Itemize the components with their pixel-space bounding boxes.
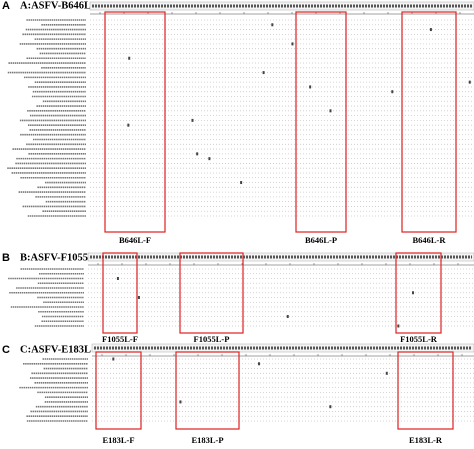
variant — [429, 28, 432, 32]
panel-letter: C — [2, 344, 10, 356]
variant — [112, 357, 115, 361]
panel-title: C:ASFV-E183L — [20, 344, 91, 355]
panel-title: A:ASFV-B646L — [20, 0, 91, 11]
variant — [116, 277, 119, 280]
variant — [291, 42, 294, 46]
alignment-panel: B B:ASFV-F1055L F1055L-F F1055L-P F1055L-R — [2, 252, 474, 344]
primer-label: B646L-P — [305, 235, 337, 245]
primer-box — [104, 11, 166, 233]
panel-letter: B — [2, 252, 10, 264]
variant — [258, 362, 261, 366]
variant — [128, 56, 131, 60]
variant — [385, 371, 388, 375]
variant — [191, 118, 194, 122]
alignment-panel: C C:ASFV-E183L E183L-F E183L-P E183L-R — [2, 343, 474, 445]
variant — [137, 296, 140, 299]
panel-title: B:ASFV-F1055L — [20, 252, 95, 263]
variant — [397, 324, 400, 328]
variant — [240, 181, 243, 185]
primer-box — [295, 11, 347, 233]
variant — [309, 85, 312, 89]
primer-label: F1055L-R — [400, 334, 438, 344]
primer-label: F1055L-F — [102, 334, 138, 344]
primer-label: E183L-P — [191, 435, 223, 445]
primer-box — [102, 252, 138, 334]
variant — [329, 109, 332, 113]
variant — [262, 71, 265, 75]
primer-box — [401, 11, 457, 233]
primer-box — [175, 351, 240, 430]
variant — [179, 400, 182, 404]
variant — [468, 80, 471, 84]
variant — [329, 405, 332, 409]
variant — [208, 157, 211, 161]
variant — [196, 152, 199, 156]
panel-letter: A — [2, 0, 10, 12]
primer-label: B646L-F — [119, 235, 151, 245]
variant — [411, 291, 414, 295]
primer-label: E183L-F — [102, 435, 134, 445]
primer-box — [395, 252, 442, 334]
variant — [391, 90, 394, 94]
variant — [127, 123, 130, 127]
primer-box — [179, 252, 244, 334]
alignment-panel: A A:ASFV-B646L B646L-F B646L-P B646L-R — [2, 0, 474, 245]
primer-box — [397, 351, 454, 430]
primer-label: E183L-R — [409, 435, 443, 445]
variant — [286, 315, 289, 318]
primer-label: B646L-R — [412, 235, 446, 245]
primer-box — [95, 351, 142, 430]
primer-label: F1055L-P — [194, 334, 230, 344]
variant — [271, 23, 274, 27]
